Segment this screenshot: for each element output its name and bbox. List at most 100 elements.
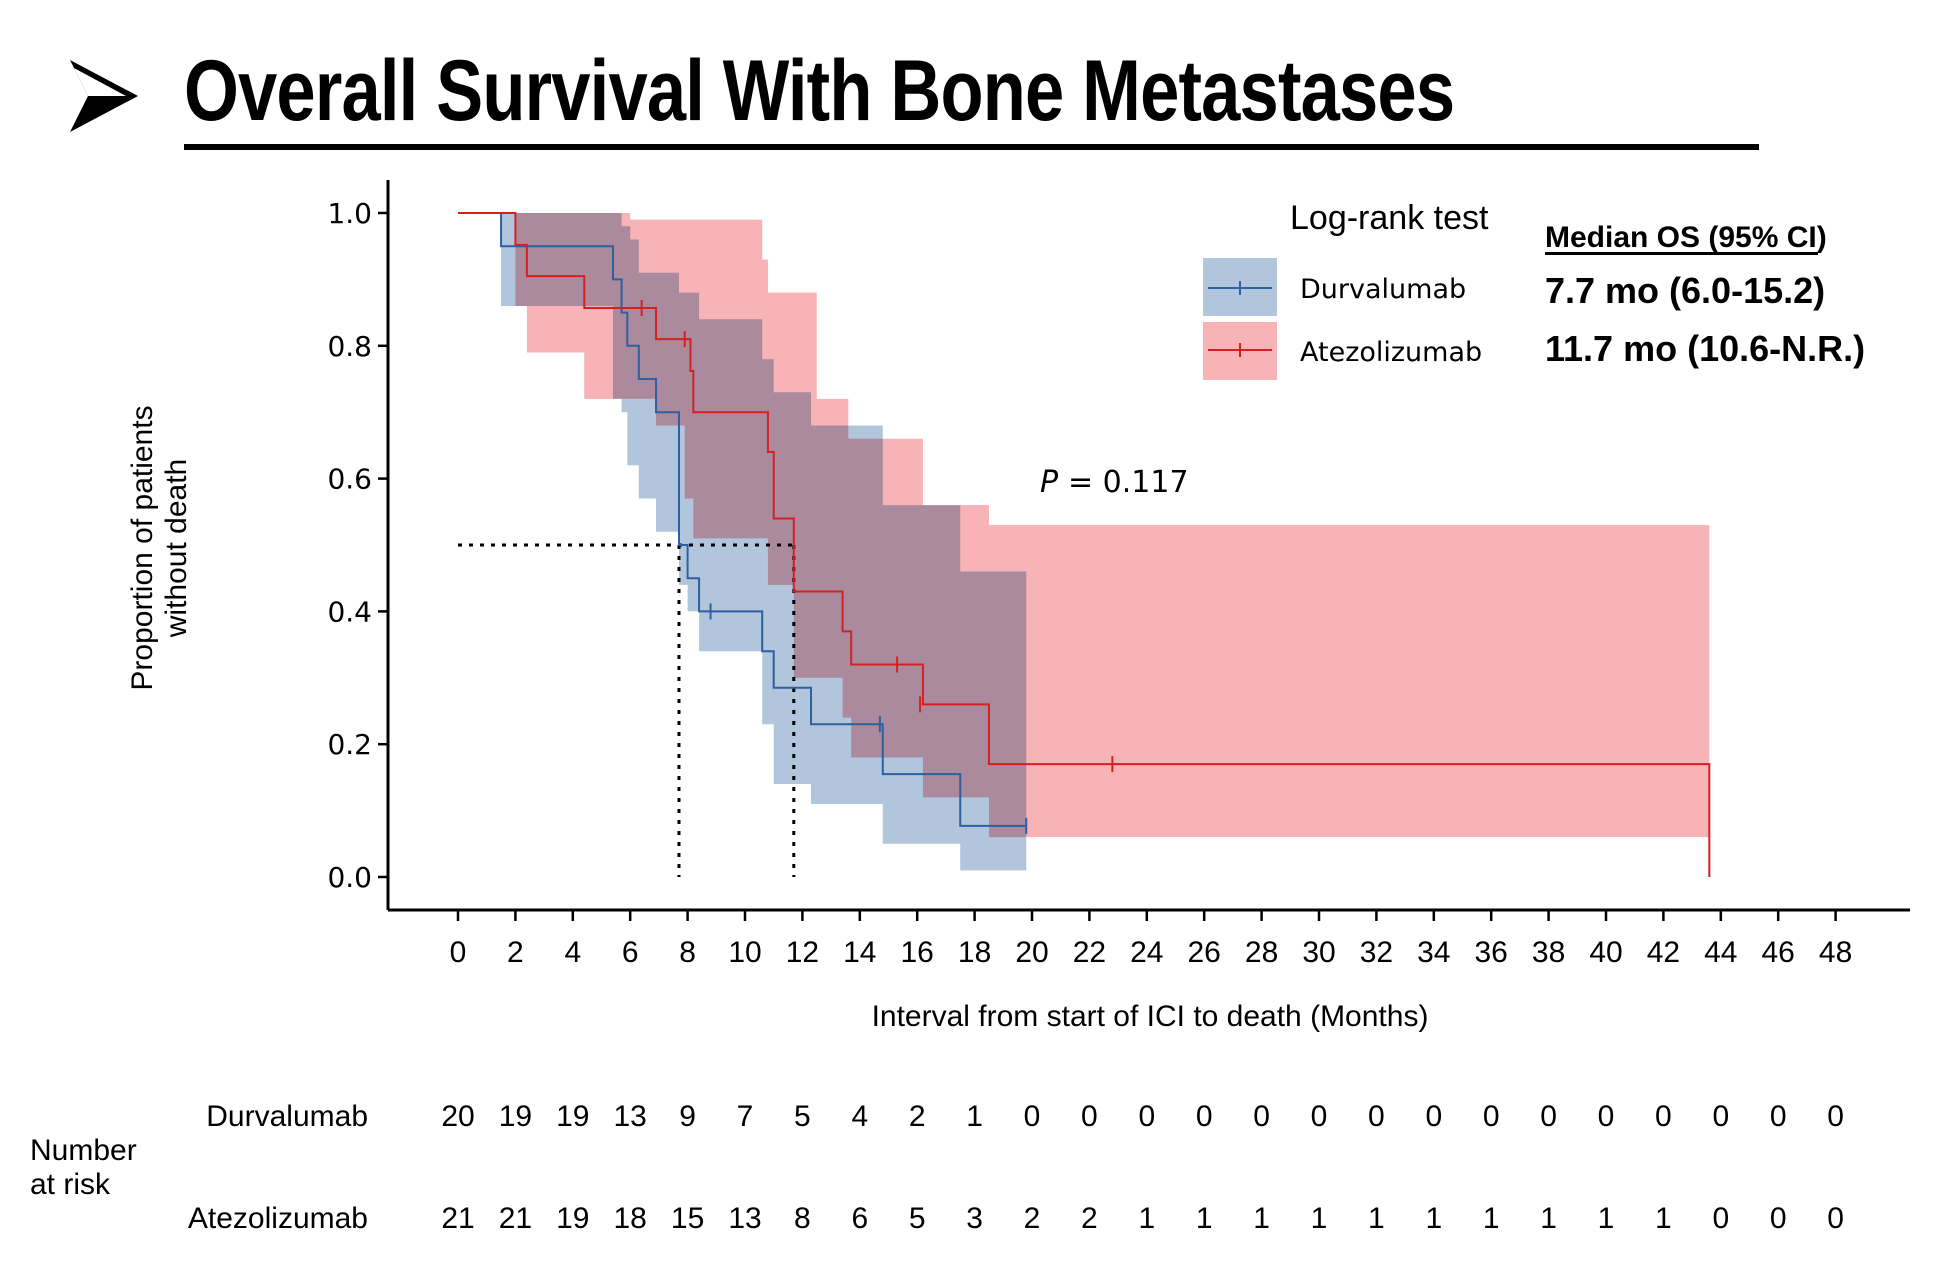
p-value-annotation: P = 0.117 [1040, 465, 1189, 500]
median-guides [458, 543, 796, 877]
risk-count-durvalumab: 0 [1598, 1100, 1615, 1133]
x-tick-label: 34 [1417, 936, 1450, 969]
risk-count-atezolizumab: 3 [966, 1202, 983, 1235]
p-value-label: P [1040, 465, 1059, 500]
risk-count-durvalumab: 19 [499, 1100, 532, 1133]
legend-title: Log-rank test [1290, 199, 1489, 237]
risk-count-durvalumab: 19 [556, 1100, 589, 1133]
risk-count-atezolizumab: 15 [671, 1202, 704, 1235]
survival-curves [458, 212, 1711, 877]
risk-row-label-atezolizumab: Atezolizumab [188, 1202, 368, 1235]
median-value-durvalumab: 7.7 mo (6.0-15.2) [1545, 270, 1825, 311]
x-tick-label: 40 [1589, 936, 1622, 969]
median-value-atezolizumab: 11.7 mo (10.6-N.R.) [1545, 328, 1865, 369]
x-tick-label: 46 [1762, 936, 1795, 969]
risk-count-atezolizumab: 0 [1712, 1202, 1729, 1235]
x-tick-label: 26 [1188, 936, 1221, 969]
risk-count-durvalumab: 0 [1081, 1100, 1098, 1133]
risk-count-durvalumab: 9 [679, 1100, 696, 1133]
risk-count-durvalumab: 0 [1138, 1100, 1155, 1133]
risk-count-atezolizumab: 21 [441, 1202, 474, 1235]
x-tick-label: 24 [1130, 936, 1163, 969]
x-tick-label: 8 [679, 936, 696, 969]
risk-count-atezolizumab: 0 [1770, 1202, 1787, 1235]
risk-count-durvalumab: 0 [1712, 1100, 1729, 1133]
confidence-bands [458, 213, 1710, 871]
x-tick-label: 14 [843, 936, 876, 969]
risk-table-title-line2: at risk [30, 1168, 111, 1201]
risk-count-atezolizumab: 2 [1024, 1202, 1041, 1235]
p-value-text: = 0.117 [1068, 465, 1189, 500]
risk-count-durvalumab: 0 [1540, 1100, 1557, 1133]
risk-count-durvalumab: 5 [794, 1100, 811, 1133]
y-tick-label: 1.0 [327, 197, 372, 230]
x-tick-label: 0 [450, 936, 467, 969]
median-header-underline [1545, 252, 1818, 255]
x-tick-label: 10 [728, 936, 761, 969]
risk-count-durvalumab: 0 [1827, 1100, 1844, 1133]
x-tick-label: 38 [1532, 936, 1565, 969]
risk-table: Number at risk Durvalumab Atezolizumab 2… [30, 1100, 1844, 1235]
y-tick-label: 0.8 [327, 330, 372, 363]
risk-count-atezolizumab: 13 [728, 1202, 761, 1235]
x-tick-label: 36 [1475, 936, 1508, 969]
risk-count-atezolizumab: 1 [1138, 1202, 1155, 1235]
axes: 0.00.20.40.60.81.00 2 4 6 8 10 12 14 16 18 20 22 24 2… [327, 180, 1910, 969]
y-tick-label: 0.0 [327, 861, 372, 894]
risk-count-durvalumab: 20 [441, 1100, 474, 1133]
risk-count-durvalumab: 4 [851, 1100, 868, 1133]
risk-count-atezolizumab: 1 [1540, 1202, 1557, 1235]
x-tick-label: 12 [786, 936, 819, 969]
title-underline [184, 144, 1759, 150]
x-axis-title: Interval from start of ICI to death (Mon… [872, 1000, 1429, 1033]
x-tick-label: 16 [901, 936, 934, 969]
x-tick-label: 28 [1245, 936, 1278, 969]
risk-count-durvalumab: 1 [966, 1100, 983, 1133]
risk-count-atezolizumab: 19 [556, 1202, 589, 1235]
title-text: Overall Survival With Bone Metastases [184, 43, 1455, 139]
x-tick-label: 20 [1015, 936, 1048, 969]
risk-count-durvalumab: 0 [1655, 1100, 1672, 1133]
x-tick-label: 48 [1819, 936, 1852, 969]
risk-count-atezolizumab: 6 [851, 1202, 868, 1235]
x-tick-label: 4 [564, 936, 581, 969]
risk-count-durvalumab: 0 [1311, 1100, 1328, 1133]
risk-count-atezolizumab: 2 [1081, 1202, 1098, 1235]
risk-count-atezolizumab: 21 [499, 1202, 532, 1235]
risk-table-title-line1: Number [30, 1134, 137, 1167]
y-axis-title-line2: without death [160, 459, 193, 638]
risk-count-durvalumab: 2 [909, 1100, 926, 1133]
risk-count-atezolizumab: 1 [1483, 1202, 1500, 1235]
risk-count-atezolizumab: 1 [1196, 1202, 1213, 1235]
risk-count-atezolizumab: 1 [1598, 1202, 1615, 1235]
legend: Log-rank test Median OS (95% CI) Durvalu… [1203, 199, 1865, 380]
median-header: Median OS (95% CI) [1545, 221, 1827, 254]
km-curve-durvalumab [458, 212, 1027, 827]
x-tick-label: 22 [1073, 936, 1106, 969]
risk-count-durvalumab: 0 [1024, 1100, 1041, 1133]
risk-count-durvalumab: 7 [737, 1100, 754, 1133]
risk-count-durvalumab: 0 [1425, 1100, 1442, 1133]
risk-count-atezolizumab: 8 [794, 1202, 811, 1235]
risk-count-durvalumab: 0 [1368, 1100, 1385, 1133]
risk-count-atezolizumab: 1 [1253, 1202, 1270, 1235]
x-tick-label: 18 [958, 936, 991, 969]
x-tick-label: 2 [507, 936, 524, 969]
ci-band-atezolizumab [458, 213, 1710, 838]
legend-label-atezolizumab: Atezolizumab [1300, 337, 1482, 368]
y-axis-title-line1: Proportion of patients [126, 405, 159, 690]
risk-count-durvalumab: 0 [1483, 1100, 1500, 1133]
risk-count-atezolizumab: 1 [1655, 1202, 1672, 1235]
x-tick-label: 42 [1647, 936, 1680, 969]
risk-count-atezolizumab: 1 [1368, 1202, 1385, 1235]
y-tick-label: 0.4 [327, 595, 372, 628]
x-tick-label: 6 [622, 936, 639, 969]
risk-count-atezolizumab: 1 [1425, 1202, 1442, 1235]
arrow-bullet-icon [70, 60, 138, 132]
km-curve-atezolizumab [458, 212, 1711, 877]
risk-count-durvalumab: 0 [1770, 1100, 1787, 1133]
legend-label-durvalumab: Durvalumab [1300, 274, 1466, 305]
risk-count-atezolizumab: 1 [1311, 1202, 1328, 1235]
x-tick-label: 32 [1360, 936, 1393, 969]
risk-row-label-durvalumab: Durvalumab [206, 1100, 368, 1133]
